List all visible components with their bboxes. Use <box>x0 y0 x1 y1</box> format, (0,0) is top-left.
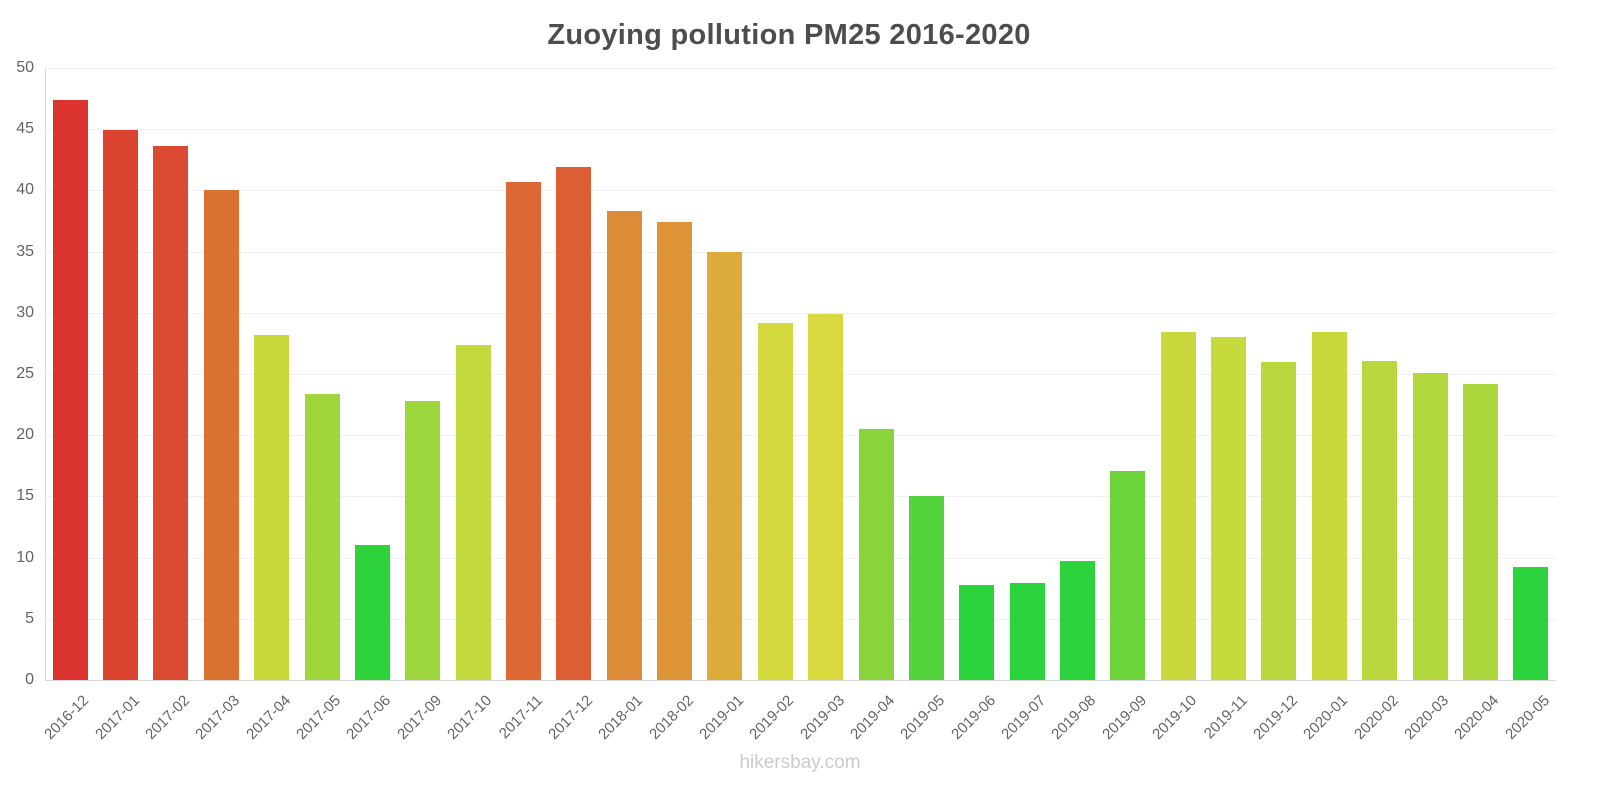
bar-2019-07[interactable] <box>1009 583 1045 680</box>
bar-2017-03[interactable] <box>203 190 239 680</box>
bar-2020-05[interactable] <box>1513 567 1549 680</box>
bar-2017-02[interactable] <box>153 146 189 680</box>
bar-2019-05[interactable] <box>908 496 944 680</box>
bar-2017-10[interactable] <box>455 344 491 680</box>
bar-2019-01[interactable] <box>707 251 743 680</box>
bar-2020-04[interactable] <box>1462 383 1498 680</box>
bar-2019-11[interactable] <box>1211 337 1247 680</box>
bar-2017-09[interactable] <box>405 400 441 680</box>
bar-2019-10[interactable] <box>1160 332 1196 680</box>
bar-2019-09[interactable] <box>1110 470 1146 680</box>
bar-2017-05[interactable] <box>304 393 340 680</box>
bar-2017-01[interactable] <box>103 130 139 680</box>
watermark: hikersbay.com <box>739 752 861 773</box>
bar-2020-02[interactable] <box>1362 360 1398 680</box>
bar-2016-12[interactable] <box>52 99 88 680</box>
bar-2017-06[interactable] <box>354 545 390 680</box>
bar-2018-02[interactable] <box>657 222 693 680</box>
bar-2019-06[interactable] <box>959 584 995 680</box>
bar-2020-03[interactable] <box>1412 372 1448 680</box>
bar-2017-04[interactable] <box>254 334 290 680</box>
bar-2017-12[interactable] <box>556 167 592 680</box>
bar-2019-03[interactable] <box>808 314 844 680</box>
bar-2018-01[interactable] <box>606 211 642 680</box>
bar-2019-02[interactable] <box>757 322 793 680</box>
chart-title: Zuoying pollution PM25 2016-2020 <box>547 19 1031 51</box>
bar-2019-12[interactable] <box>1261 361 1297 680</box>
bar-2019-08[interactable] <box>1060 561 1096 680</box>
bar-2017-11[interactable] <box>505 181 541 680</box>
bar-2020-01[interactable] <box>1311 332 1347 680</box>
bar-2019-04[interactable] <box>858 429 894 680</box>
